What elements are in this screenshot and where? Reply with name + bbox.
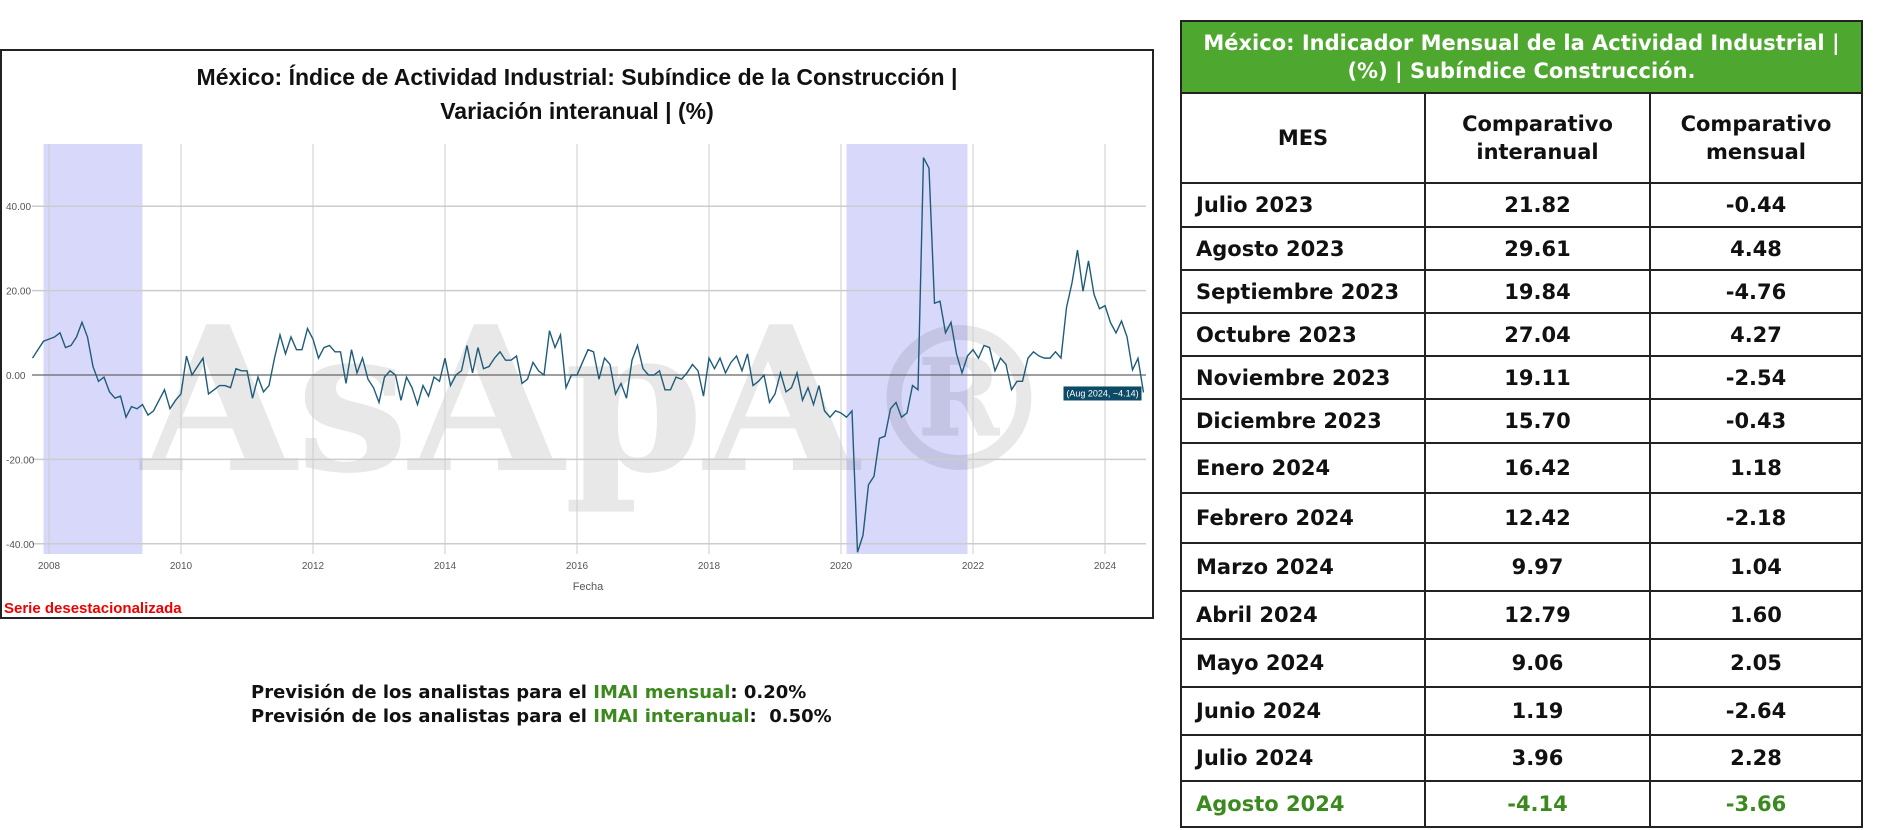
forecast-annual: Previsión de los analistas para el IMAI … — [251, 706, 832, 727]
cell-mensual: -2.54 — [1649, 355, 1863, 400]
cell-mensual: -0.43 — [1649, 398, 1863, 444]
forecast-highlight: IMAI mensual — [593, 682, 731, 703]
x-tick-label: 2010 — [170, 561, 193, 572]
x-tick-label: 2016 — [566, 561, 589, 572]
x-tick-label: 2020 — [830, 561, 853, 572]
line-chart: AsApA® 2008 2010 2012 2014 2016 2018 2020 2022 20… — [6, 144, 1146, 593]
forecast-highlight: IMAI interanual — [593, 706, 750, 727]
recession-shade — [846, 144, 968, 554]
cell-mensual: 1.04 — [1649, 542, 1863, 592]
cell-interanual: -4.14 — [1424, 780, 1651, 828]
cell-mensual: 2.28 — [1649, 734, 1863, 782]
chart-title: México: Índice de Actividad Industrial: … — [196, 64, 958, 124]
table-row: Noviembre 2023 19.11 -2.54 — [1180, 355, 1863, 400]
cell-mes: Agosto 2023 — [1180, 226, 1426, 271]
forecast-text: Previsión de los analistas para el — [251, 706, 594, 727]
x-tick-label: 2012 — [302, 561, 325, 572]
table-row: Diciembre 2023 15.70 -0.43 — [1180, 398, 1863, 444]
cell-interanual: 1.19 — [1424, 686, 1651, 736]
cell-interanual: 19.84 — [1424, 269, 1651, 314]
cell-mes: Agosto 2024 — [1180, 780, 1426, 828]
table-row: Octubre 2023 27.04 4.27 — [1180, 312, 1863, 357]
cell-mensual: -2.64 — [1649, 686, 1863, 736]
cell-interanual: 16.42 — [1424, 442, 1651, 494]
cell-mes: Octubre 2023 — [1180, 312, 1426, 357]
recession-shade — [43, 144, 143, 554]
cell-mes: Noviembre 2023 — [1180, 355, 1426, 400]
cell-mes: Febrero 2024 — [1180, 492, 1426, 544]
x-tick-label: 2022 — [962, 561, 985, 572]
cell-mes: Diciembre 2023 — [1180, 398, 1426, 444]
cell-interanual: 9.97 — [1424, 542, 1651, 592]
y-tick-label: 0.00 — [6, 371, 26, 382]
table-row: Julio 2024 3.96 2.28 — [1180, 734, 1863, 782]
y-tick-label: 40.00 — [6, 202, 31, 213]
column-header-interanual: Comparativo interanual — [1424, 92, 1651, 184]
column-header-mensual: Comparativo mensual — [1649, 92, 1863, 184]
cell-interanual: 29.61 — [1424, 226, 1651, 271]
cell-mes: Septiembre 2023 — [1180, 269, 1426, 314]
x-tick-label: 2008 — [38, 561, 61, 572]
forecast-monthly: Previsión de los analistas para el IMAI … — [251, 682, 806, 703]
cell-interanual: 21.82 — [1424, 182, 1651, 228]
table-row: Mayo 2024 9.06 2.05 — [1180, 638, 1863, 688]
cell-interanual: 3.96 — [1424, 734, 1651, 782]
data-table: México: Indicador Mensual de la Activida… — [1180, 20, 1863, 828]
cell-mes: Abril 2024 — [1180, 590, 1426, 640]
cell-mes: Marzo 2024 — [1180, 542, 1426, 592]
cell-mes: Julio 2024 — [1180, 734, 1426, 782]
cell-mensual: 2.05 — [1649, 638, 1863, 688]
forecast-value: : 0.20% — [730, 682, 807, 703]
cell-interanual: 12.42 — [1424, 492, 1651, 544]
cell-mes: Julio 2023 — [1180, 182, 1426, 228]
cell-mensual: -3.66 — [1649, 780, 1863, 828]
x-tick-label: 2024 — [1094, 561, 1117, 572]
table-row: Agosto 2023 29.61 4.48 — [1180, 226, 1863, 271]
cell-mensual: 4.48 — [1649, 226, 1863, 271]
cell-mes: Junio 2024 — [1180, 686, 1426, 736]
table-title: México: Indicador Mensual de la Activida… — [1180, 20, 1863, 94]
x-tick-label: 2014 — [434, 561, 457, 572]
x-tick-label: 2018 — [698, 561, 721, 572]
table-row: Julio 2023 21.82 -0.44 — [1180, 182, 1863, 228]
table-row: Marzo 2024 9.97 1.04 — [1180, 542, 1863, 592]
cell-mensual: -2.18 — [1649, 492, 1863, 544]
cell-mensual: 1.18 — [1649, 442, 1863, 494]
y-tick-label: -40.00 — [6, 540, 35, 551]
table-row: Junio 2024 1.19 -2.64 — [1180, 686, 1863, 736]
cell-interanual: 15.70 — [1424, 398, 1651, 444]
cell-interanual: 12.79 — [1424, 590, 1651, 640]
watermark: AsApA® — [139, 283, 1059, 518]
cell-interanual: 27.04 — [1424, 312, 1651, 357]
cell-interanual: 9.06 — [1424, 638, 1651, 688]
table-row: Febrero 2024 12.42 -2.18 — [1180, 492, 1863, 544]
seasonal-adjustment-note: Serie desestacionalizada — [4, 600, 182, 617]
forecast-value: : 0.50% — [749, 706, 832, 727]
column-header-mes: MES — [1180, 92, 1426, 184]
cell-mensual: 4.27 — [1649, 312, 1863, 357]
cell-interanual: 19.11 — [1424, 355, 1651, 400]
cell-mes: Enero 2024 — [1180, 442, 1426, 494]
cell-mes: Mayo 2024 — [1180, 638, 1426, 688]
cell-mensual: -0.44 — [1649, 182, 1863, 228]
cell-mensual: 1.60 — [1649, 590, 1863, 640]
table-row: Abril 2024 12.79 1.60 — [1180, 590, 1863, 640]
x-axis-label: Fecha — [573, 581, 604, 593]
y-tick-label: 20.00 — [6, 287, 31, 298]
cell-mensual: -4.76 — [1649, 269, 1863, 314]
tooltip-box — [1063, 386, 1142, 401]
table-row: Septiembre 2023 19.84 -4.76 — [1180, 269, 1863, 314]
table-row: Enero 2024 16.42 1.18 — [1180, 442, 1863, 494]
forecast-text: Previsión de los analistas para el — [251, 682, 594, 703]
tooltip-text: (Aug 2024, −4.14) — [1066, 388, 1138, 398]
table-row: Agosto 2024 -4.14 -3.66 — [1180, 780, 1863, 828]
y-tick-label: -20.00 — [6, 455, 35, 466]
